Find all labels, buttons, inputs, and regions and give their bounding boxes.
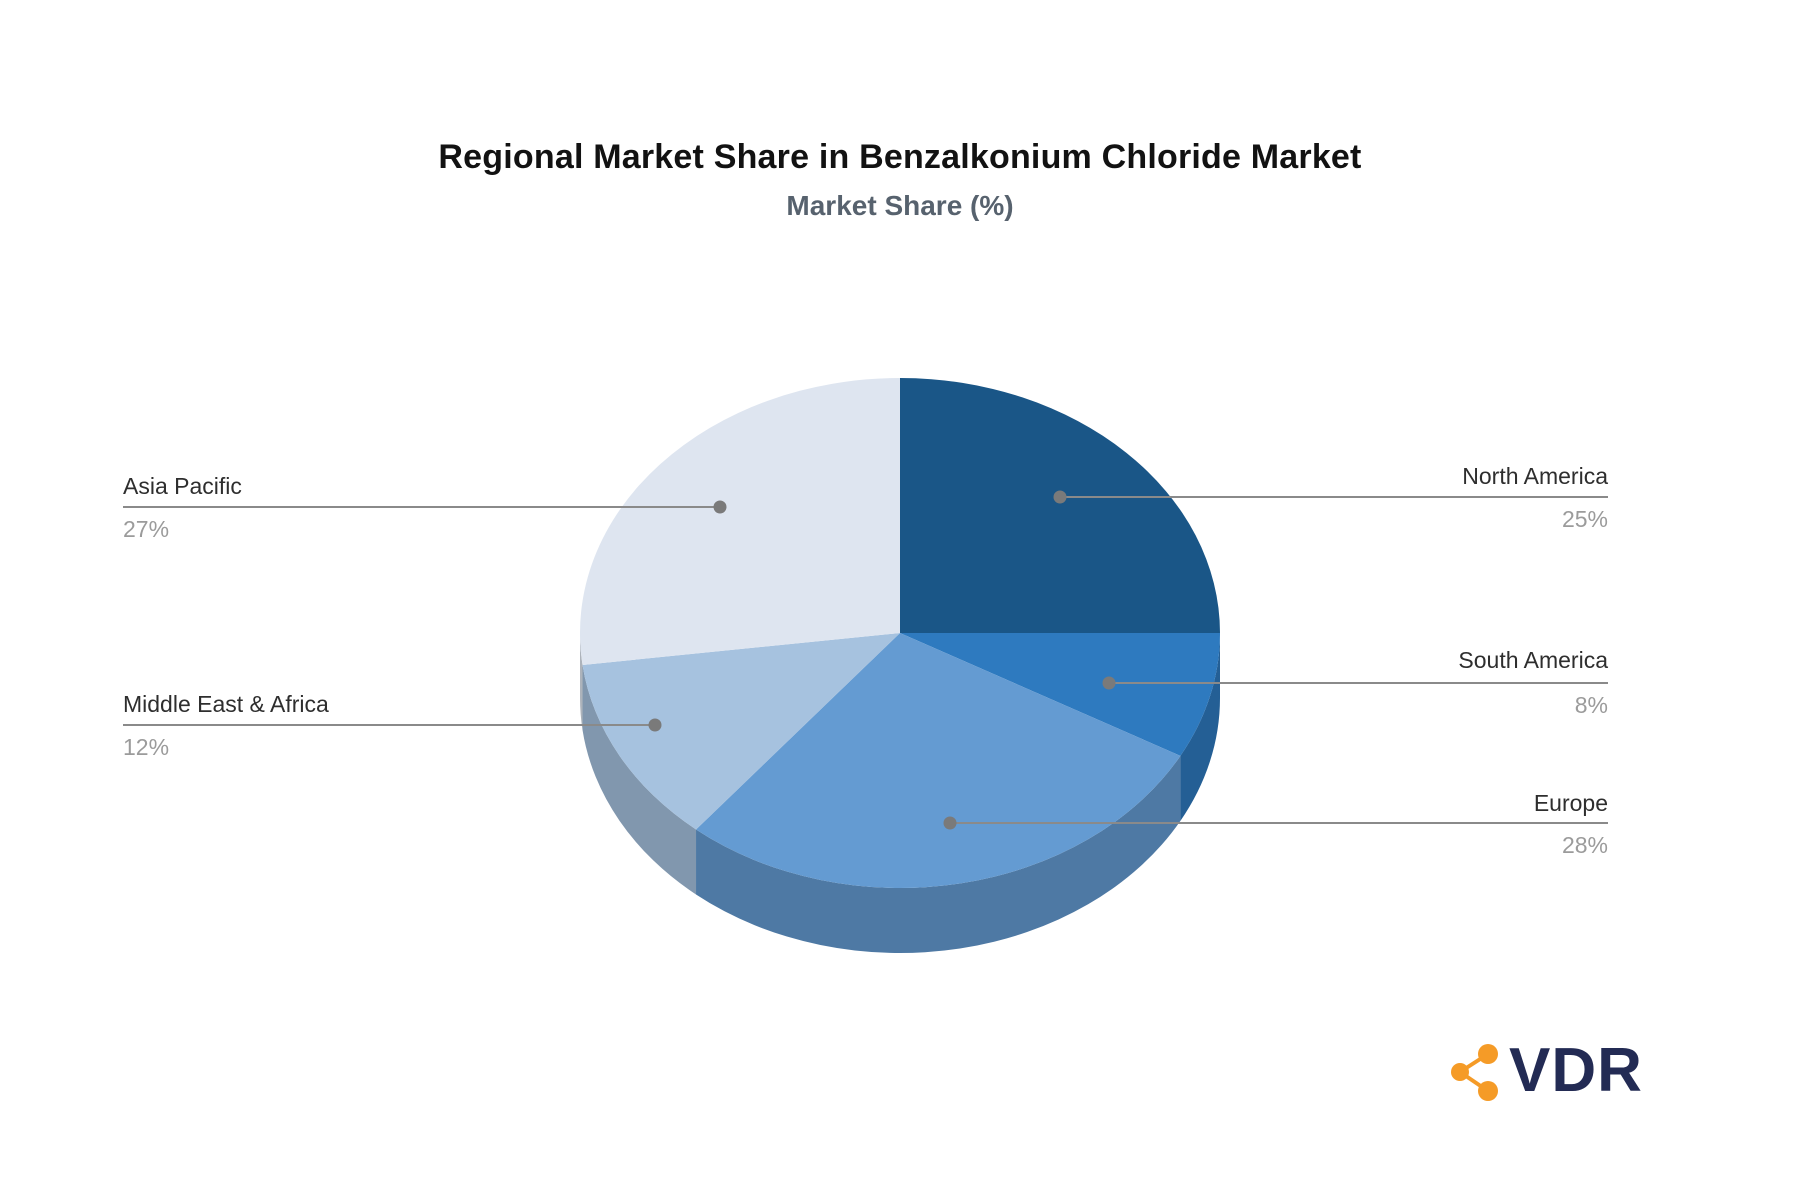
pie-slice-north-america[interactable] — [900, 378, 1220, 633]
leader-dot-north-america — [1053, 490, 1067, 504]
label-europe: Europe — [1533, 790, 1608, 816]
value-south-america: 8% — [1574, 692, 1608, 718]
leader-dot-middle-east-africa — [648, 718, 662, 732]
chart-subtitle: Market Share (%) — [786, 190, 1014, 221]
leader-dot-europe — [943, 816, 957, 830]
pie-slice-asia-pacific[interactable] — [580, 378, 900, 665]
pie-side-asia-pacific — [580, 633, 583, 730]
leader-dot-south-america — [1102, 676, 1116, 690]
label-north-america: North America — [1462, 463, 1608, 489]
logo-text: VDR — [1509, 1036, 1643, 1105]
value-north-america: 25% — [1561, 506, 1608, 532]
value-middle-east-africa: 12% — [123, 734, 170, 760]
pie-side-middle-east-africa — [582, 664, 697, 895]
vdr-logo: VDR — [1448, 1035, 1643, 1107]
label-south-america: South America — [1458, 647, 1608, 673]
value-asia-pacific: 27% — [123, 516, 170, 542]
label-middle-east-africa: Middle East & Africa — [123, 691, 329, 717]
label-asia-pacific: Asia Pacific — [123, 473, 242, 499]
value-europe: 28% — [1561, 832, 1608, 858]
share-network-icon — [1451, 1044, 1498, 1101]
pie-slice-south-america[interactable] — [900, 633, 1220, 756]
pie-slice-middle-east-africa[interactable] — [582, 633, 900, 830]
pie-slice-europe[interactable] — [696, 633, 1181, 888]
pie-side-europe — [696, 755, 1181, 953]
pie-side-south-america — [1180, 633, 1220, 821]
chart-title: Regional Market Share in Benzalkonium Ch… — [438, 138, 1362, 176]
leader-dot-asia-pacific — [713, 500, 727, 514]
